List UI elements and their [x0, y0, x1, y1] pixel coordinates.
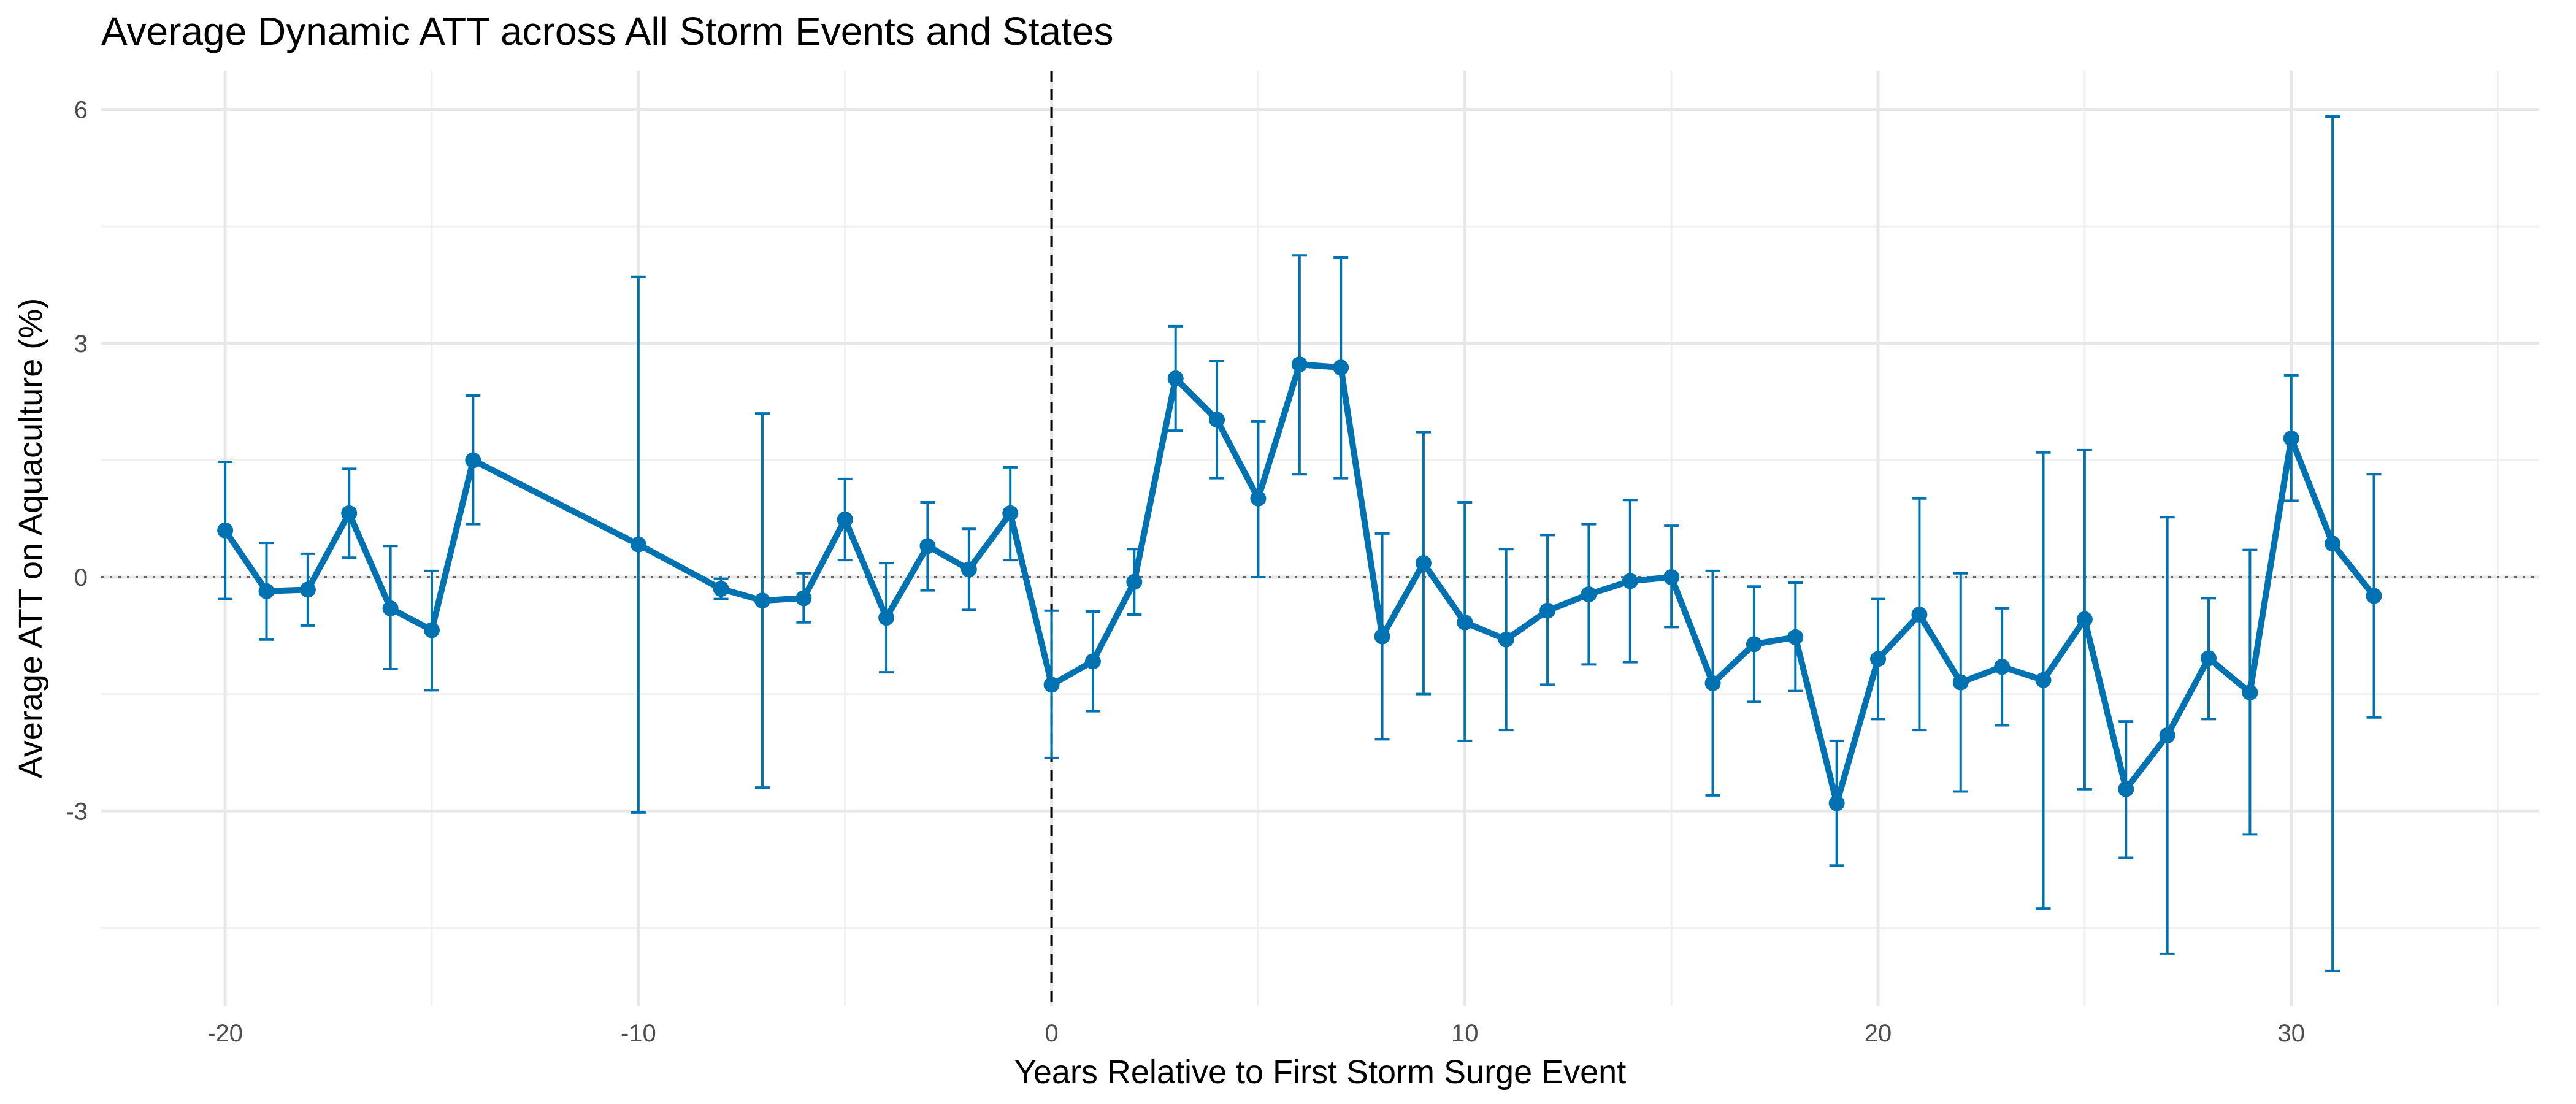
- minor-gridlines: [101, 71, 2539, 1006]
- data-point: [1291, 356, 1308, 373]
- x-tick-label: 30: [2278, 1020, 2306, 1047]
- x-tick-label: 20: [1865, 1020, 1892, 1047]
- data-point: [2283, 430, 2299, 447]
- y-tick-labels: 6 3 0 -3: [66, 97, 88, 826]
- x-tick-label: 0: [1045, 1020, 1058, 1047]
- data-point: [2118, 781, 2134, 797]
- data-point: [754, 592, 770, 609]
- data-point: [258, 583, 275, 599]
- data-point: [1828, 795, 1845, 811]
- data-point: [1663, 569, 1680, 586]
- data-point: [2035, 672, 2052, 688]
- data-point: [341, 505, 358, 521]
- y-axis-title: Average ATT on Aquaculture (%): [12, 298, 49, 778]
- data-point: [1333, 359, 1349, 376]
- data-point: [2159, 727, 2175, 744]
- data-point: [1002, 505, 1019, 521]
- data-point: [2366, 588, 2382, 604]
- y-tick-label: 0: [74, 564, 88, 591]
- data-point: [465, 452, 481, 469]
- data-point: [423, 622, 440, 638]
- y-tick-label: 6: [74, 97, 88, 124]
- data-point: [1952, 674, 1969, 691]
- data-point: [1539, 602, 1556, 619]
- data-point: [1374, 628, 1390, 645]
- data-point: [1457, 614, 1473, 631]
- data-point: [1870, 651, 1887, 667]
- data-point: [1167, 370, 1184, 386]
- data-point: [299, 581, 316, 598]
- y-tick-label: -3: [66, 798, 88, 825]
- data-point: [1746, 636, 1762, 653]
- data-point: [795, 590, 812, 607]
- major-gridlines: [101, 71, 2539, 1006]
- x-tick-labels: -20 -10 0 10 20 30: [207, 1020, 2305, 1047]
- data-point: [1622, 573, 1638, 589]
- data-point: [2076, 611, 2093, 627]
- x-tick-label: -20: [207, 1020, 243, 1047]
- data-point: [1787, 629, 1804, 645]
- data-point: [2201, 650, 2217, 667]
- data-point: [382, 600, 399, 616]
- data-point: [713, 581, 729, 597]
- data-point: [1994, 659, 2011, 675]
- series-points: [217, 356, 2382, 811]
- data-point: [1581, 586, 1597, 602]
- data-point: [1250, 490, 1267, 507]
- data-point: [837, 512, 853, 527]
- data-point: [1209, 412, 1225, 428]
- x-tick-label: 10: [1451, 1020, 1479, 1047]
- data-point: [1498, 631, 1514, 648]
- data-point: [1084, 653, 1101, 670]
- data-point: [960, 561, 977, 578]
- data-point: [1704, 675, 1721, 691]
- data-point: [1043, 677, 1060, 693]
- y-tick-label: 3: [74, 331, 88, 358]
- data-point: [2242, 684, 2258, 701]
- data-point: [1911, 607, 1928, 623]
- x-tick-label: -10: [621, 1020, 656, 1047]
- data-point: [919, 538, 936, 554]
- data-point: [630, 536, 646, 553]
- data-point: [878, 610, 895, 626]
- x-axis-title: Years Relative to First Storm Surge Even…: [1014, 1054, 1626, 1091]
- data-point: [2325, 535, 2341, 552]
- chart-title: Average Dynamic ATT across All Storm Eve…: [101, 9, 1114, 53]
- error-bars: [218, 115, 2382, 972]
- reference-lines: [101, 71, 2539, 1006]
- data-point: [1126, 573, 1143, 590]
- data-point: [1415, 555, 1432, 572]
- data-point: [217, 522, 234, 539]
